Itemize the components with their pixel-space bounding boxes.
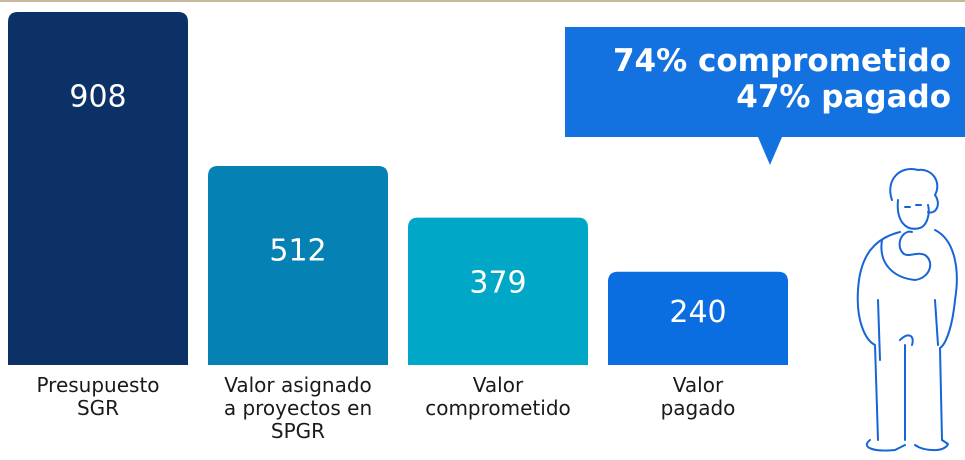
callout: 74% comprometido 47% pagado (565, 27, 965, 137)
callout-line: 74% comprometido (612, 43, 951, 79)
value-label: 512 (269, 233, 326, 268)
label-line: comprometido (425, 396, 571, 420)
value-label: 240 (669, 295, 726, 330)
callout-line: 47% pagado (736, 79, 951, 115)
label-line: Valor asignado (224, 373, 372, 397)
label-line: SPGR (270, 419, 326, 443)
label-line: Presupuesto (36, 373, 160, 397)
label-line: pagado (660, 396, 736, 420)
label-line: Valor (672, 373, 724, 397)
bar (608, 271, 788, 365)
x-tick-label: Presupuesto SGR (0, 374, 198, 420)
bar (208, 165, 388, 365)
top-border (0, 0, 965, 2)
value-label: 908 (69, 80, 126, 115)
callout-pointer (758, 137, 782, 165)
x-tick-label: Valor asignado a proyectos en SPGR (198, 374, 398, 443)
x-tick-label: Valor pagado (598, 374, 798, 420)
label-line: Valor (472, 373, 524, 397)
person-illustration (856, 168, 958, 452)
value-label: 379 (469, 265, 526, 300)
label-line: a proyectos en (223, 396, 373, 420)
bar (8, 12, 188, 365)
bar (408, 217, 588, 365)
label-line: SGR (76, 396, 120, 420)
x-tick-label: Valor comprometido (398, 374, 598, 420)
